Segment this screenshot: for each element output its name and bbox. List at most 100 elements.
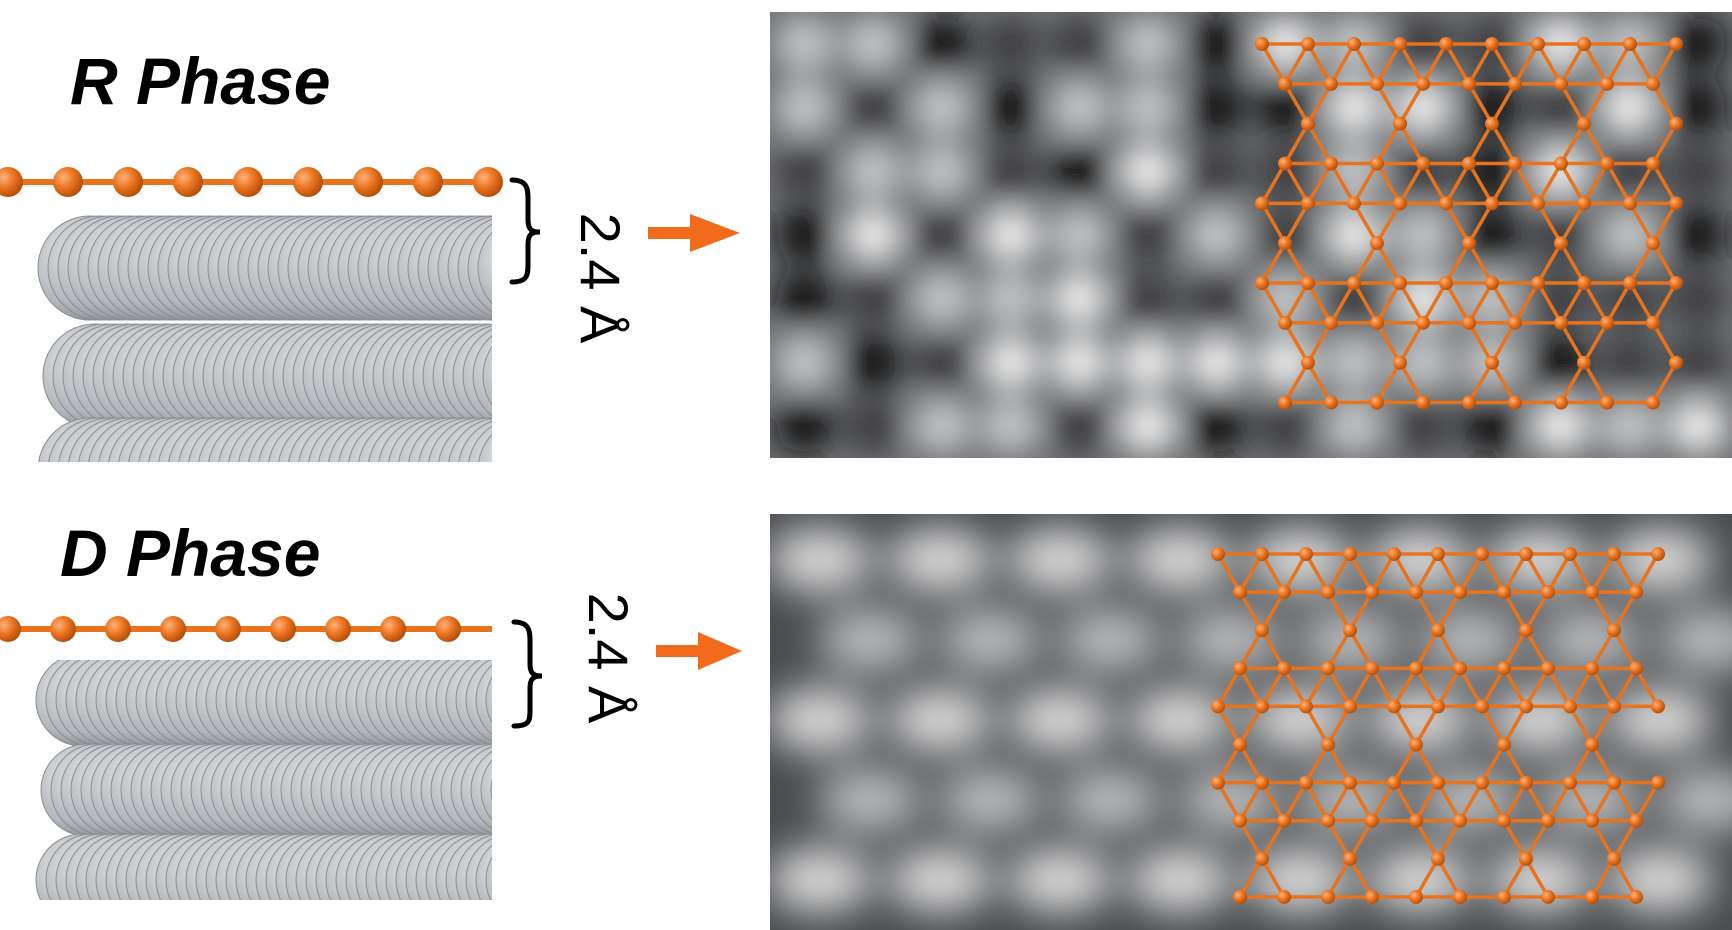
boron-atom xyxy=(1531,276,1545,291)
boron-atom xyxy=(1387,775,1401,790)
boron-atom xyxy=(1301,355,1315,370)
boron-atom xyxy=(1577,196,1591,211)
boron-atom xyxy=(1453,661,1467,676)
boron-atom xyxy=(1278,76,1292,91)
boron-atom xyxy=(1475,547,1489,561)
boron-atom xyxy=(1387,699,1401,714)
boron-atom xyxy=(1370,76,1384,91)
boron-atom xyxy=(1669,196,1683,211)
boron-atom xyxy=(1600,76,1614,91)
d-phase-spacing-label: 2.4 Å xyxy=(577,592,640,724)
d-phase-boron-chain xyxy=(0,616,492,642)
boron-atom xyxy=(1497,889,1511,904)
boron-atom xyxy=(1233,889,1247,904)
boron-atom xyxy=(1347,276,1361,291)
boron-atom xyxy=(1321,889,1335,904)
boron-atom xyxy=(1255,851,1269,866)
boron-atom xyxy=(1629,661,1643,676)
boron-atom xyxy=(0,167,23,197)
boron-atom xyxy=(1370,395,1384,410)
boron-atom xyxy=(50,616,76,642)
boron-atom xyxy=(1554,156,1568,171)
boron-atom xyxy=(1409,661,1423,676)
substrate-atom xyxy=(482,345,492,407)
boron-atom xyxy=(1585,813,1599,828)
boron-atom xyxy=(1324,395,1338,410)
boron-atom xyxy=(1519,623,1533,638)
boron-atom xyxy=(1365,889,1379,904)
boron-atom xyxy=(1255,276,1269,291)
boron-atom xyxy=(1541,661,1555,676)
boron-atom xyxy=(1485,37,1499,51)
substrate-atom xyxy=(475,664,492,736)
boron-atom xyxy=(113,167,143,197)
r-phase-substrate xyxy=(37,215,492,462)
boron-atom xyxy=(1623,37,1637,51)
boron-atom xyxy=(1347,196,1361,211)
substrate-atom xyxy=(458,420,492,462)
boron-atom xyxy=(1585,737,1599,752)
boron-atom xyxy=(1301,196,1315,211)
boron-atom xyxy=(1211,775,1225,790)
boron-atom xyxy=(1629,813,1643,828)
right-arrow-icon xyxy=(656,632,742,670)
boron-atom xyxy=(380,616,406,642)
boron-atom xyxy=(1629,585,1643,600)
boron-atom xyxy=(1554,76,1568,91)
boron-atom xyxy=(1607,851,1621,866)
boron-atom xyxy=(1321,813,1335,828)
boron-atom xyxy=(1431,623,1445,638)
boron-atom xyxy=(1577,355,1591,370)
boron-atom xyxy=(173,167,203,197)
boron-atom xyxy=(1321,661,1335,676)
substrate-atom xyxy=(478,433,492,462)
boron-atom xyxy=(1343,623,1357,638)
boron-atom xyxy=(1646,76,1660,91)
boron-atom xyxy=(1409,737,1423,752)
r-phase-lattice-overlay xyxy=(1255,37,1683,410)
boron-atom xyxy=(1393,116,1407,131)
boron-atom xyxy=(1255,623,1269,638)
boron-atom xyxy=(1393,196,1407,211)
boron-atom xyxy=(1607,699,1621,714)
boron-atom xyxy=(1646,236,1660,251)
boron-atom xyxy=(1646,315,1660,330)
boron-atom xyxy=(1600,395,1614,410)
boron-atom xyxy=(1607,623,1621,638)
boron-atom xyxy=(1485,196,1499,211)
boron-atom xyxy=(1541,889,1555,904)
boron-atom xyxy=(1321,585,1335,600)
boron-atom xyxy=(1462,236,1476,251)
d-phase-label: D Phase xyxy=(60,516,321,590)
boron-atom xyxy=(1370,315,1384,330)
boron-atom xyxy=(1277,889,1291,904)
boron-atom xyxy=(1563,775,1577,790)
boron-atom xyxy=(160,616,186,642)
boron-atom xyxy=(1646,156,1660,171)
boron-atom xyxy=(1416,395,1430,410)
boron-atom xyxy=(1519,699,1533,714)
boron-atom xyxy=(1233,585,1247,600)
r-phase-label: R Phase xyxy=(70,44,331,118)
boron-atom xyxy=(1651,699,1665,714)
boron-atom xyxy=(1365,585,1379,600)
boron-atom xyxy=(105,616,131,642)
boron-atom xyxy=(1563,699,1577,714)
boron-atom xyxy=(1563,547,1577,561)
boron-atom xyxy=(1278,395,1292,410)
r-phase-stm-image xyxy=(770,12,1732,458)
boron-atom xyxy=(1623,196,1637,211)
boron-atom xyxy=(1623,276,1637,291)
r-phase-side-view xyxy=(0,167,503,462)
boron-atom xyxy=(1462,156,1476,171)
boron-atom xyxy=(53,167,83,197)
boron-atom xyxy=(1393,37,1407,51)
boron-atom xyxy=(1277,661,1291,676)
boron-atom xyxy=(1387,547,1401,561)
boron-atom xyxy=(1255,699,1269,714)
boron-atom xyxy=(1519,775,1533,790)
boron-atom xyxy=(1299,547,1313,561)
r-phase-spacing-label: 2.4 Å xyxy=(569,212,632,344)
curly-brace-icon xyxy=(509,177,541,285)
